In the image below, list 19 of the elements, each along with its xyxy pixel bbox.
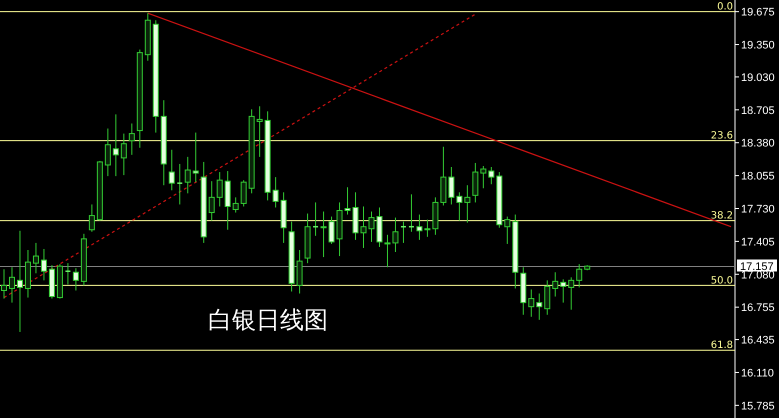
y-tick-label: 19.350 (741, 40, 775, 52)
annotation: 61.8 (710, 340, 733, 352)
annotation: 38.2 (710, 210, 733, 222)
annotation: 23.6 (710, 130, 733, 142)
ref-line-label: 17.157 (740, 260, 774, 273)
y-tick-label: 16.435 (741, 334, 775, 347)
y-tick-label: 19.030 (741, 72, 775, 84)
y-tick-label: 17.405 (741, 236, 775, 248)
annotation: 50.0 (710, 275, 733, 286)
y-tick-label: 17.730 (741, 203, 775, 216)
y-tick-label: 16.755 (741, 302, 775, 314)
annotation: 0.0 (717, 2, 733, 13)
y-tick-label: 15.785 (741, 400, 775, 412)
y-tick-label: 18.055 (741, 170, 775, 183)
y-tick-label: 18.380 (741, 138, 775, 150)
y-tick-label: 16.110 (741, 367, 774, 380)
y-tick-label: 18.705 (741, 104, 775, 117)
text: 白银日线图 (208, 306, 328, 334)
y-tick-label: 19.675 (741, 6, 775, 19)
